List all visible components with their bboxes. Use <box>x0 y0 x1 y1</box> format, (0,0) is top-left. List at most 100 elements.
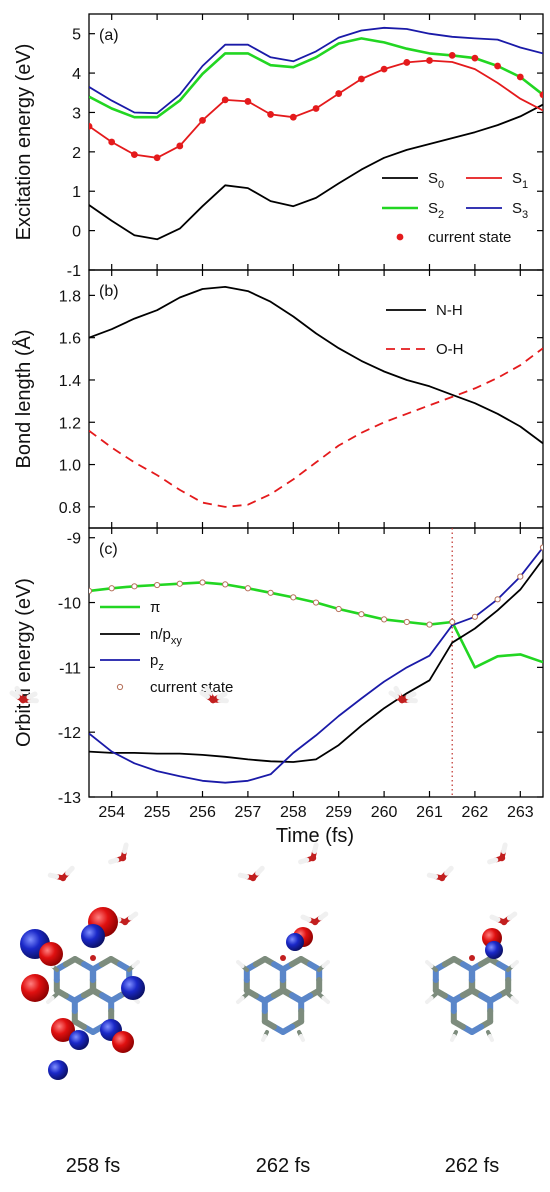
orbital-lobe-blue <box>485 941 503 959</box>
water-molecule <box>388 690 417 704</box>
water-molecule <box>300 911 329 926</box>
current-state-marker <box>494 62 501 70</box>
orbital-lobe-blue <box>286 933 304 951</box>
snapshot-1 <box>9 685 145 1080</box>
x-tick-label: 261 <box>416 804 443 821</box>
legend-label: π <box>150 599 160 616</box>
water-molecule <box>108 842 129 865</box>
series-line-n-h <box>89 286 543 445</box>
current-state-marker <box>108 585 115 592</box>
series-line-s3 <box>89 26 543 115</box>
panel-2: 1.8 1.6 1.4 1.2 1.0 0.8 Bond length (Å) (b) N-H O… <box>12 269 544 529</box>
current-state-marker <box>471 54 479 62</box>
legend-entry: O-H <box>386 341 464 358</box>
legend-label: S1 <box>512 170 528 191</box>
series-line-n-pxy <box>89 558 543 763</box>
legend-entry: π <box>100 599 160 616</box>
current-state-marker <box>176 142 184 150</box>
snapshot-3 <box>388 685 519 1042</box>
legend-label: S3 <box>512 200 528 221</box>
current-state-marker <box>516 73 524 81</box>
water-molecule <box>489 911 518 926</box>
current-state-marker <box>267 111 274 118</box>
current-state-marker <box>403 59 411 66</box>
current-state-marker <box>494 596 501 603</box>
current-state-marker <box>176 580 183 587</box>
current-state-marker <box>131 583 138 590</box>
molecular-snapshots <box>9 685 519 1080</box>
orbital-lobe-blue <box>69 1030 89 1050</box>
legend-entry: current state <box>116 679 233 696</box>
x-tick-label: 259 <box>325 804 352 821</box>
orbital-lobe-blue <box>81 924 105 948</box>
y-tick-label: 1 <box>72 184 81 201</box>
water-molecule <box>199 690 228 704</box>
current-state-marker <box>517 573 524 580</box>
current-state-marker <box>199 116 206 124</box>
series-line-pz <box>89 546 543 784</box>
orbital-lobe-red <box>39 942 63 966</box>
panel-3: -9 -10 -11 -12 -13 254 255 256 257 258 259 260 261 26… <box>13 527 544 821</box>
panel-label: (c) <box>99 541 118 558</box>
current-state-marker <box>108 138 116 146</box>
current-state-marker <box>380 65 388 73</box>
current-state-marker <box>403 618 410 626</box>
snapshot-caption-3: 262 fs <box>445 1155 499 1177</box>
legend-label: O-H <box>436 341 464 358</box>
legend-entry: S3 <box>466 200 528 221</box>
y-tick-label: 0.8 <box>59 500 81 517</box>
current-state-marker <box>449 618 456 626</box>
current-state-marker <box>358 611 365 618</box>
orbital-lobe-blue <box>48 1060 68 1080</box>
current-state-marker <box>244 585 251 592</box>
y-tick-label: 1.8 <box>59 288 81 305</box>
legend-entry: S2 <box>382 200 444 221</box>
x-tick-label: 263 <box>507 804 534 821</box>
legend-entry: current state <box>396 229 511 246</box>
y-axis-label: Excitation energy (eV) <box>13 44 35 241</box>
current-state-marker <box>267 589 274 596</box>
y-tick-label: -13 <box>58 790 81 807</box>
current-state-marker <box>89 122 93 130</box>
x-tick-label: 262 <box>462 804 489 821</box>
y-tick-label: 5 <box>72 27 81 44</box>
legend-label: n/pxy <box>150 626 182 647</box>
current-state-marker <box>335 90 343 97</box>
y-tick-label: -1 <box>67 263 81 280</box>
current-state-marker <box>471 613 478 620</box>
current-state-marker <box>131 151 138 159</box>
legend-label: N-H <box>436 302 463 319</box>
current-state-marker <box>222 581 229 588</box>
current-state-marker <box>381 616 388 623</box>
y-axis-label: Bond length (Å) <box>12 330 35 469</box>
orbital-lobe-red <box>112 1031 134 1053</box>
x-tick-label: 260 <box>371 804 398 821</box>
snapshot-caption-2: 262 fs <box>256 1155 310 1177</box>
current-state-marker <box>426 621 433 628</box>
plot-panels: 5 4 3 2 1 0 -1 Excitation energy (eV) (a) S0 S1 S2 S… <box>12 13 544 821</box>
x-tick-label: 258 <box>280 804 307 821</box>
x-tick-label: 255 <box>144 804 171 821</box>
current-state-marker <box>153 154 161 162</box>
current-state-marker <box>221 96 229 104</box>
oxygen-atom <box>90 955 96 961</box>
current-state-marker <box>154 581 161 589</box>
y-tick-label: -9 <box>67 531 81 548</box>
oxygen-atom <box>469 955 475 961</box>
current-state-marker <box>312 105 320 112</box>
series-line-s2 <box>89 37 543 119</box>
oxygen-atom <box>280 955 286 961</box>
y-tick-label: 1.2 <box>59 415 81 432</box>
legend-label: pz <box>150 652 164 673</box>
current-state-marker <box>539 91 543 99</box>
panel-frame <box>88 269 544 529</box>
y-tick-label: 1.4 <box>59 373 81 390</box>
snapshot-2 <box>199 685 330 1042</box>
water-molecule <box>237 865 265 882</box>
legend-label: current state <box>428 229 511 246</box>
y-tick-label: -11 <box>59 660 81 677</box>
y-tick-label: 1.0 <box>59 458 81 475</box>
orbital-lobe-red <box>21 974 49 1002</box>
water-molecule <box>487 842 508 865</box>
